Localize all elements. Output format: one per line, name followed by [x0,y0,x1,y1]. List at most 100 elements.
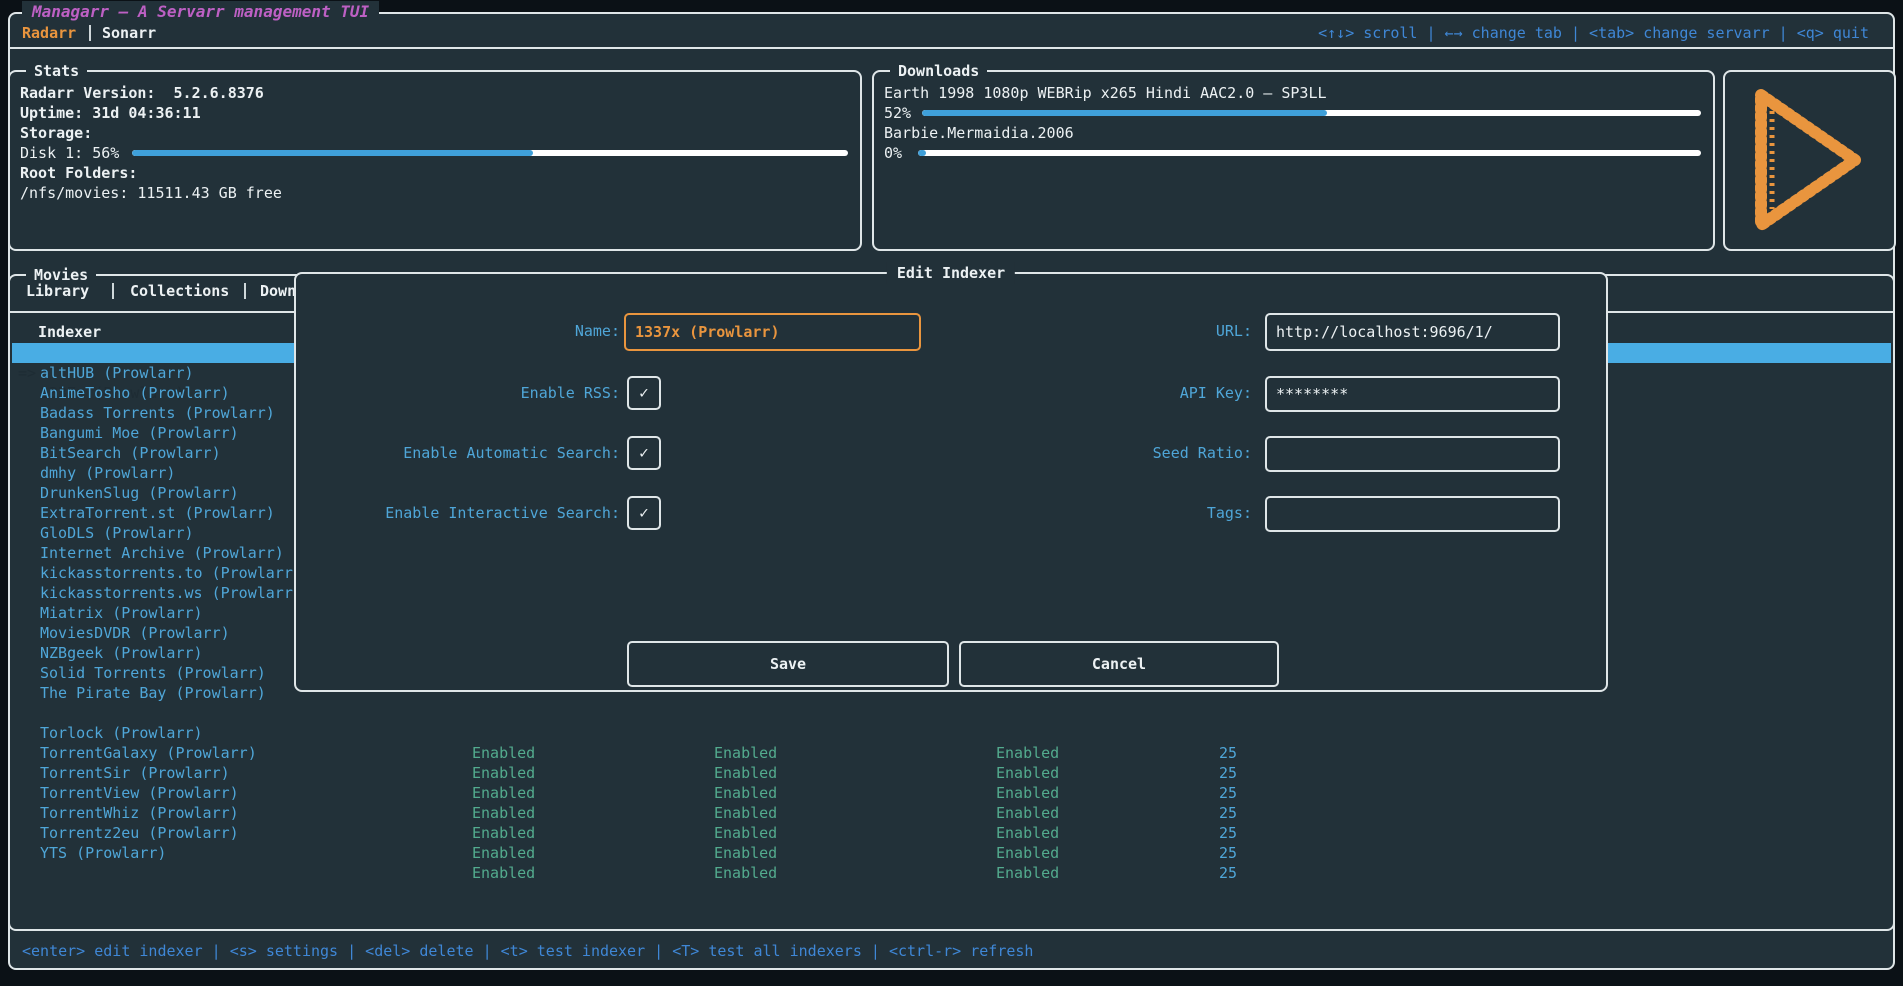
table-row[interactable]: Bangumi Moe (Prowlarr) [12,423,1891,443]
table-row[interactable]: Badass Torrents (Prowlarr) [12,403,1891,423]
table-row[interactable]: YTS (Prowlarr) Enabled Enabled Enabled 25 [12,823,1891,882]
indexer-name: YTS (Prowlarr) [40,844,167,862]
indexer-name: altHUB (Prowlarr) [40,364,194,382]
url-label: URL: [1215,322,1252,340]
indexer-name: Torlock (Prowlarr) [40,724,203,742]
download-item-name: Barbie.Mermaidia.2006 [884,124,1074,142]
rss-cell: Enabled [472,824,536,842]
indexer-name: Bangumi Moe (Prowlarr) [40,424,239,442]
priority-cell: 25 [1219,744,1238,762]
rss-cell: Enabled [472,864,536,882]
auto-search-cell: Enabled [714,764,778,782]
enable-interactive-search-label: Enable Interactive Search: [385,504,620,522]
enable-interactive-search-checkbox[interactable]: ✓ [627,496,661,530]
enable-automatic-search-label: Enable Automatic Search: [403,444,620,462]
tags-label: Tags: [1206,504,1252,522]
indexer-name: TorrentSir (Prowlarr) [40,764,230,782]
download-item-percent: 0% [884,144,903,162]
priority-cell: 25 [1219,824,1238,842]
table-row[interactable]: altHUB (Prowlarr) [12,363,1891,383]
auto-search-cell: Enabled [714,864,778,882]
name-label: Name: [574,322,620,340]
table-row[interactable]: Torlock (Prowlarr) Enabled Enabled Enabled… [12,703,1891,762]
indexer-name: Torrentz2eu (Prowlarr) [40,824,239,842]
indexer-name: TorrentView (Prowlarr) [40,784,239,802]
interactive-search-cell: Enabled [996,784,1060,802]
storage-heading: Storage: [20,124,93,142]
tab-collections[interactable]: Collections [130,282,230,300]
disk-label: Disk 1: 56% [20,144,120,162]
play-logo-icon [1755,89,1861,231]
enable-rss-checkbox[interactable]: ✓ [627,376,661,410]
root-folder-free: /nfs/movies: 11511.43 GB free [20,184,282,202]
root-folders-heading: Root Folders: [20,164,138,182]
indexer-name: Badass Torrents (Prowlarr) [40,404,275,422]
download-item-percent: 52% [884,104,912,122]
tab-divider [89,25,91,41]
tab-sonarr[interactable]: Sonarr [102,24,157,42]
download-progressbar [922,110,1701,116]
table-row[interactable]: GloDLS (Prowlarr) [12,523,1891,543]
app-title: Managarr – A Servarr management TUI [22,1,380,23]
table-row[interactable]: Solid Torrents (Prowlarr) [12,663,1891,683]
indexer-name: NZBgeek (Prowlarr) [40,644,203,662]
checkmark-icon: ✓ [639,443,649,462]
indexer-name: BitSearch (Prowlarr) [40,444,221,462]
tab-library[interactable]: Library [26,282,90,300]
priority-cell: 25 [1219,844,1238,862]
table-row[interactable]: TorrentWhiz (Prowlarr) Enabled Enabled Ena… [12,783,1891,842]
table-row[interactable]: MoviesDVDR (Prowlarr) [12,623,1891,643]
table-row[interactable]: TorrentSir (Prowlarr) Enabled Enabled Enab… [12,743,1891,802]
table-row[interactable]: Internet Archive (Prowlarr) [12,543,1891,563]
indexer-name: The Pirate Bay (Prowlarr) [40,684,266,702]
table-row[interactable]: TorrentView (Prowlarr) Enabled Enabled Ena… [12,763,1891,822]
disk-usage-progressbar [132,150,848,156]
priority-cell: 25 [1219,864,1238,882]
seed-ratio-input[interactable] [1265,436,1560,472]
modal-title: Edit Indexer [886,262,1016,284]
priority-cell: 25 [1219,764,1238,782]
table-row[interactable]: Torrentz2eu (Prowlarr) Enabled Enabled Ena… [12,803,1891,862]
table-row[interactable]: dmhy (Prowlarr) [12,463,1891,483]
table-row[interactable]: ExtraTorrent.st (Prowlarr) [12,503,1891,523]
rss-cell: Enabled [472,764,536,782]
indexer-column-header: Indexer [38,323,102,341]
table-row[interactable]: Miatrix (Prowlarr) [12,603,1891,623]
interactive-search-cell: Enabled [996,804,1060,822]
table-row[interactable]: DrunkenSlug (Prowlarr) [12,483,1891,503]
url-input[interactable]: http://localhost:9696/1/ [1265,313,1560,351]
header-separator [10,47,1893,49]
table-row[interactable]: kickasstorrents.to (Prowlarr) [12,563,1891,583]
priority-cell: 25 [1219,784,1238,802]
indexer-name: 1337x (Prowlarr) [40,384,185,402]
indexer-name: MoviesDVDR (Prowlarr) [40,624,230,642]
table-row[interactable]: The Pirate Bay (Prowlarr) [12,683,1891,703]
api-key-input[interactable]: ******** [1265,376,1560,412]
downloads-panel-title: Downloads [890,60,988,82]
table-row[interactable]: BitSearch (Prowlarr) [12,443,1891,463]
table-row[interactable]: NZBgeek (Prowlarr) [12,643,1891,663]
download-progressbar [918,150,1701,156]
indexer-name: AnimeTosho (Prowlarr) [40,384,230,402]
auto-search-cell: Enabled [714,844,778,862]
indexer-name: kickasstorrents.ws (Prowlarr) [40,584,302,602]
save-button[interactable]: Save [627,641,949,687]
table-row[interactable]: kickasstorrents.ws (Prowlarr) [12,583,1891,603]
priority-cell: 25 [1219,804,1238,822]
logo-panel [1723,70,1896,251]
tags-input[interactable] [1265,496,1560,532]
tab-radarr[interactable]: Radarr [22,24,77,42]
enable-automatic-search-checkbox[interactable]: ✓ [627,436,661,470]
rss-cell: Enabled [472,744,536,762]
downloads-panel: Downloads Earth 1998 1080p WEBRip x265 H… [872,60,1715,251]
indexer-name: Internet Archive (Prowlarr) [40,544,284,562]
indexer-name: TorrentWhiz (Prowlarr) [40,804,239,822]
table-row[interactable]: AnimeTosho (Prowlarr) [12,383,1891,403]
interactive-search-cell: Enabled [996,844,1060,862]
cancel-button[interactable]: Cancel [959,641,1279,687]
name-input[interactable]: 1337x (Prowlarr) [624,313,921,351]
bottom-help-hints: <enter> edit indexer | <s> settings | <d… [22,942,1034,960]
table-row[interactable]: TorrentGalaxy (Prowlarr) Enabled Enabled E… [12,723,1891,782]
radarr-version: Radarr Version: 5.2.6.8376 [20,84,264,102]
edit-indexer-modal: Edit Indexer Name: 1337x (Prowlarr) URL:… [294,262,1608,692]
